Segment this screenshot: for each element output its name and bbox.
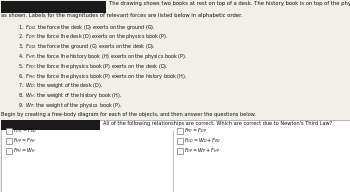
Text: $F_{DG} = F_{GD}$: $F_{DG} = F_{GD}$ (13, 126, 37, 135)
Text: $F_{GD} = W_D + F_{PD}$: $F_{GD} = W_D + F_{PD}$ (184, 136, 221, 145)
Text: 6.  $F_{PH}$: the force the physics book (P) exerts on the history book (H).: 6. $F_{PH}$: the force the physics book … (18, 71, 187, 80)
Bar (177, 128, 182, 134)
Bar (177, 148, 182, 154)
Text: 7.  $W_D$: the weight of the desk (D).: 7. $W_D$: the weight of the desk (D). (18, 81, 104, 90)
Text: Begin by creating a free-body diagram for each of the objects, and then answer t: Begin by creating a free-body diagram fo… (1, 112, 256, 117)
Text: 8.  $W_H$: the weight of the history book (H).: 8. $W_H$: the weight of the history book… (18, 91, 122, 100)
Bar (0, 120, 100, 130)
Text: $F_{PD} = F_{DP}$: $F_{PD} = F_{DP}$ (184, 126, 207, 135)
Text: 5.  $F_{PD}$: the force the physics book (P) exerts on the desk (D).: 5. $F_{PD}$: the force the physics book … (18, 62, 169, 71)
Text: $F_{HP} = F_{PH}$: $F_{HP} = F_{PH}$ (13, 136, 36, 145)
Text: $F_{PH} = W_H$: $F_{PH} = W_H$ (13, 146, 36, 155)
Text: All of the following relationships are correct. Which are correct due to Newton': All of the following relationships are c… (103, 121, 332, 126)
Text: 3.  $F_{GD}$: the force the ground (G) exerts on the desk (D).: 3. $F_{GD}$: the force the ground (G) ex… (18, 42, 156, 51)
Bar (1, 1, 106, 12)
Text: The drawing shows two books at rest on top of a desk. The history book is on top: The drawing shows two books at rest on t… (109, 1, 350, 6)
Text: 1.  $F_{DG}$: the force the desk (D) exerts on the ground (G).: 1. $F_{DG}$: the force the desk (D) exer… (18, 22, 156, 31)
Text: $F_{DP} = W_P + F_{HP}$: $F_{DP} = W_P + F_{HP}$ (184, 146, 220, 155)
Text: as shown. Labels for the magnitudes of relevant forces are listed below in alpha: as shown. Labels for the magnitudes of r… (1, 12, 243, 17)
Text: 9.  $W_P$: the weight of the physics book (P).: 9. $W_P$: the weight of the physics book… (18, 101, 122, 110)
FancyBboxPatch shape (0, 120, 350, 191)
Bar (6, 128, 12, 134)
Bar (6, 148, 12, 154)
Text: 4.  $F_{HP}$: the force the history book (H) exerts on the physics book (P).: 4. $F_{HP}$: the force the history book … (18, 52, 187, 61)
Bar (177, 138, 182, 144)
Text: 2.  $F_{DP}$: the force the desk (D) exerts on the physics book (P).: 2. $F_{DP}$: the force the desk (D) exer… (18, 32, 169, 41)
Bar (6, 138, 12, 144)
